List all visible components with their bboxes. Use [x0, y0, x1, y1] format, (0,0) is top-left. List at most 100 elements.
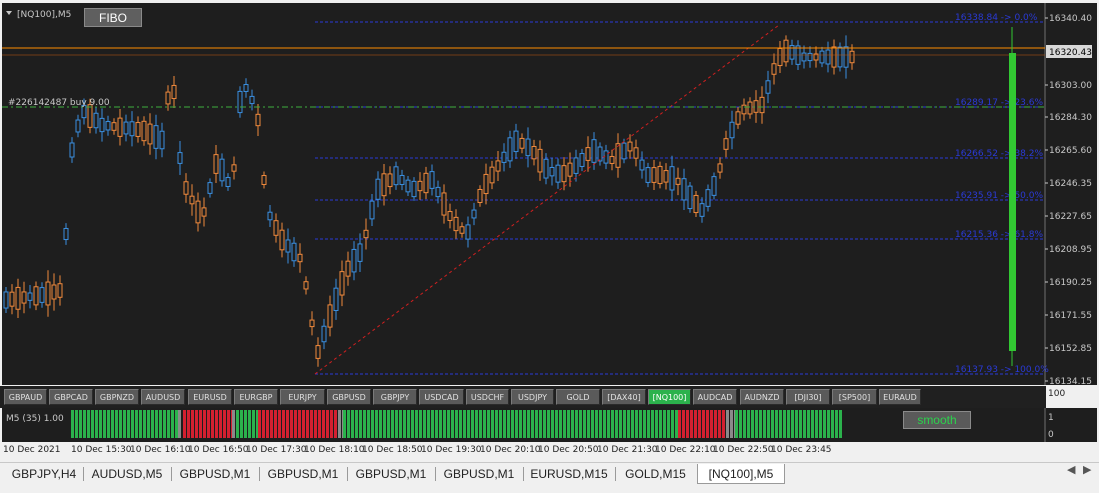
indicator-bar: [399, 410, 402, 438]
indicator-bar: [367, 410, 370, 438]
symbol-button-usdchf[interactable]: USDCHF: [466, 389, 509, 405]
candle-body: [441, 192, 447, 216]
indicator-bar: [759, 410, 762, 438]
indicator-bar: [143, 410, 146, 438]
candle-body: [501, 151, 507, 163]
indicator-bar: [171, 410, 174, 438]
horizontal-scrollbar[interactable]: [0, 484, 1099, 493]
candle-body: [741, 104, 747, 115]
candle-body: [615, 143, 621, 168]
symbol-button-eurusd[interactable]: EURUSD: [188, 389, 232, 405]
chart-tab[interactable]: [NQ100],M5: [697, 464, 785, 484]
candle-body: [387, 173, 393, 188]
symbol-button-gbpusd[interactable]: GBPUSD: [327, 389, 371, 405]
candle-body: [99, 117, 105, 133]
symbol-button-usdcad[interactable]: USDCAD: [419, 389, 464, 405]
indicator-bar: [831, 410, 834, 438]
indicator-bar: [726, 410, 729, 438]
indicator-bar: [248, 410, 251, 438]
symbol-button-sp500[interactable]: [SP500]: [832, 389, 877, 405]
candle-body: [189, 195, 195, 205]
chart-tab[interactable]: EURUSD,M15: [530, 467, 608, 481]
indicator-bar: [302, 410, 305, 438]
symbol-button-dax40[interactable]: [DAX40]: [602, 389, 646, 405]
symbol-button-gbpaud[interactable]: GBPAUD: [4, 389, 47, 405]
candle-body: [735, 111, 741, 125]
symbol-button-audnzd[interactable]: AUDNZD: [740, 389, 784, 405]
indicator-bar: [819, 410, 822, 438]
candle-body: [699, 203, 705, 217]
candle-body: [573, 157, 579, 174]
indicator-bar: [615, 410, 618, 438]
time-axis-label: 10 Dec 17:30: [246, 445, 307, 455]
tab-scroll-left-icon[interactable]: ◀: [1067, 463, 1076, 476]
indicator-axis-top: 100: [1048, 389, 1066, 399]
candle-body: [3, 291, 9, 309]
candle-body: [351, 248, 357, 273]
indicator-bar: [407, 410, 410, 438]
chart-tab[interactable]: AUDUSD,M5: [91, 467, 163, 481]
symbol-button-eurjpy[interactable]: EURJPY: [280, 389, 325, 405]
time-axis-label: 10 Dec 18:50: [362, 445, 423, 455]
indicator-bar: [623, 410, 626, 438]
candle-body: [513, 130, 519, 153]
indicator-bar: [227, 410, 230, 438]
chart-tab[interactable]: GBPUSD,M1: [179, 467, 251, 481]
indicator-bar: [479, 410, 482, 438]
chart-tab[interactable]: GBPUSD,M1: [267, 467, 339, 481]
chart-tab[interactable]: GBPUSD,M1: [355, 467, 427, 481]
fib-level-label: 16266.52 -> 38.2%: [955, 149, 1043, 159]
candle-body: [153, 125, 159, 149]
candle-body: [63, 227, 69, 241]
indicator-bar: [127, 410, 130, 438]
symbol-button-gbpjpy[interactable]: GBPJPY: [373, 389, 417, 405]
symbol-button-gbpnzd[interactable]: GBPNZD: [95, 389, 139, 405]
price-chart[interactable]: 16338.84 -> 0.0% 16289.17 -> 23.6% 16266.5…: [0, 0, 1099, 388]
candle-body: [231, 164, 237, 172]
time-axis-label: 10 Dec 2021: [3, 445, 61, 455]
candle-body: [723, 138, 729, 150]
indicator-bar: [491, 410, 494, 438]
indicator-bar: [743, 410, 746, 438]
candle-body: [849, 50, 855, 64]
indicator-bar: [706, 410, 709, 438]
symbol-button-euraud[interactable]: EURAUD: [879, 389, 921, 405]
chart-tab[interactable]: GBPJPY,H4: [11, 467, 77, 481]
candle-body: [651, 167, 657, 183]
symbol-button-eurgbp[interactable]: EURGBP: [234, 389, 278, 405]
candle-body: [105, 121, 111, 131]
price-axis-label: 16208.95: [1049, 245, 1092, 255]
candle-body: [603, 150, 609, 164]
chart-plot-area[interactable]: [2, 3, 1045, 385]
symbol-button-gold[interactable]: GOLD: [556, 389, 600, 405]
indicator-bar: [467, 410, 470, 438]
time-axis-label: 10 Dec 22:10: [655, 445, 716, 455]
indicator-bar: [199, 410, 202, 438]
candle-body: [399, 174, 405, 186]
indicator-bar: [107, 410, 110, 438]
symbol-button-dji30[interactable]: [DJI30]: [786, 389, 830, 405]
chart-tab[interactable]: GOLD,M15: [625, 467, 686, 481]
indicator-bar: [575, 410, 578, 438]
symbol-button-audusd[interactable]: AUDUSD: [141, 389, 185, 405]
fibo-button[interactable]: FIBO: [84, 8, 142, 27]
symbol-button-gbpcad[interactable]: GBPCAD: [49, 389, 93, 405]
chevron-down-icon[interactable]: [6, 11, 12, 15]
indicator-bar: [338, 410, 341, 438]
tab-scroll-right-icon[interactable]: ▶: [1083, 463, 1092, 476]
indicator-bar: [471, 410, 474, 438]
candle-body: [177, 152, 183, 164]
symbol-button-nq100[interactable]: [NQ100]: [648, 389, 691, 405]
smooth-button[interactable]: smooth: [903, 411, 971, 429]
indicator-bar: [771, 410, 774, 438]
indicator-bar: [619, 410, 622, 438]
chart-tab[interactable]: GBPUSD,M1: [443, 467, 515, 481]
indicator-bar: [135, 410, 138, 438]
symbol-button-usdjpy[interactable]: USDJPY: [511, 389, 554, 405]
indicator-bar: [159, 410, 162, 438]
symbol-button-audcad[interactable]: AUDCAD: [693, 389, 737, 405]
candle-body: [549, 166, 555, 177]
fib-trendline[interactable]: [314, 24, 780, 375]
candle-body: [693, 194, 699, 214]
